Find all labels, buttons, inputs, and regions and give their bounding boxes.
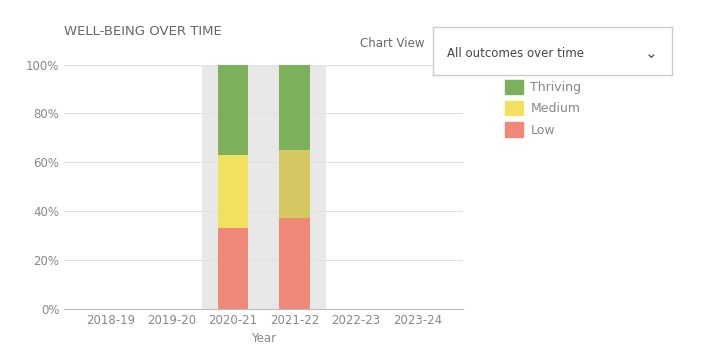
Bar xyxy=(202,65,325,309)
Bar xyxy=(217,155,248,228)
Bar xyxy=(279,150,310,218)
Bar xyxy=(279,218,310,309)
X-axis label: Year: Year xyxy=(251,332,277,345)
Bar xyxy=(217,228,248,309)
Text: All outcomes over time: All outcomes over time xyxy=(447,47,584,60)
Text: WELL-BEING OVER TIME: WELL-BEING OVER TIME xyxy=(64,25,222,38)
Text: ⌄: ⌄ xyxy=(645,46,657,61)
Text: Chart View: Chart View xyxy=(360,37,424,50)
Bar xyxy=(279,65,310,150)
Legend: Thriving, Medium, Low: Thriving, Medium, Low xyxy=(502,76,585,140)
Bar xyxy=(217,65,248,155)
